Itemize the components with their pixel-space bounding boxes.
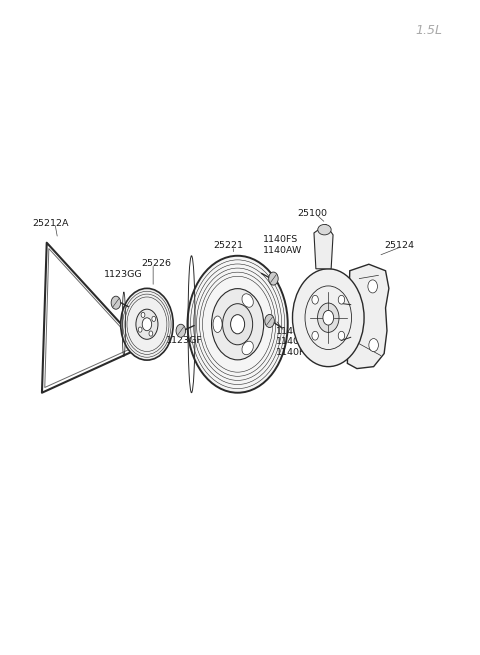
- Text: 25212A: 25212A: [33, 219, 69, 228]
- Circle shape: [188, 255, 288, 393]
- Circle shape: [136, 309, 158, 339]
- Text: 25221: 25221: [213, 242, 243, 250]
- Circle shape: [141, 312, 145, 318]
- Circle shape: [230, 314, 245, 334]
- Circle shape: [369, 339, 378, 352]
- Ellipse shape: [242, 294, 253, 307]
- Circle shape: [318, 303, 339, 332]
- Circle shape: [138, 327, 142, 332]
- Circle shape: [368, 280, 377, 293]
- Text: 1123GF: 1123GF: [166, 336, 203, 345]
- Circle shape: [323, 310, 334, 325]
- Polygon shape: [348, 264, 389, 369]
- Circle shape: [265, 314, 275, 328]
- Circle shape: [338, 331, 345, 340]
- Circle shape: [338, 295, 345, 304]
- Ellipse shape: [318, 225, 331, 235]
- Text: 1140FN: 1140FN: [276, 337, 312, 346]
- Circle shape: [292, 269, 364, 367]
- Text: 1140AW: 1140AW: [263, 246, 302, 255]
- Text: 1140FS: 1140FS: [263, 235, 298, 244]
- Text: 1140AP: 1140AP: [276, 327, 312, 336]
- Circle shape: [176, 324, 186, 337]
- Circle shape: [152, 316, 156, 322]
- Circle shape: [142, 318, 152, 331]
- Text: 25100: 25100: [297, 209, 327, 218]
- Circle shape: [149, 331, 153, 336]
- Text: 25124: 25124: [384, 242, 414, 250]
- Ellipse shape: [242, 341, 253, 355]
- Ellipse shape: [213, 316, 222, 333]
- Circle shape: [111, 296, 120, 309]
- Circle shape: [120, 288, 173, 360]
- Circle shape: [312, 295, 318, 304]
- Text: 1123GG: 1123GG: [104, 270, 143, 279]
- Circle shape: [223, 304, 252, 345]
- Text: 1.5L: 1.5L: [415, 24, 442, 37]
- Polygon shape: [314, 225, 333, 269]
- Circle shape: [212, 289, 264, 360]
- Text: 25226: 25226: [141, 259, 171, 268]
- Circle shape: [269, 272, 278, 285]
- Circle shape: [312, 331, 318, 340]
- Text: 1140FX: 1140FX: [276, 348, 312, 357]
